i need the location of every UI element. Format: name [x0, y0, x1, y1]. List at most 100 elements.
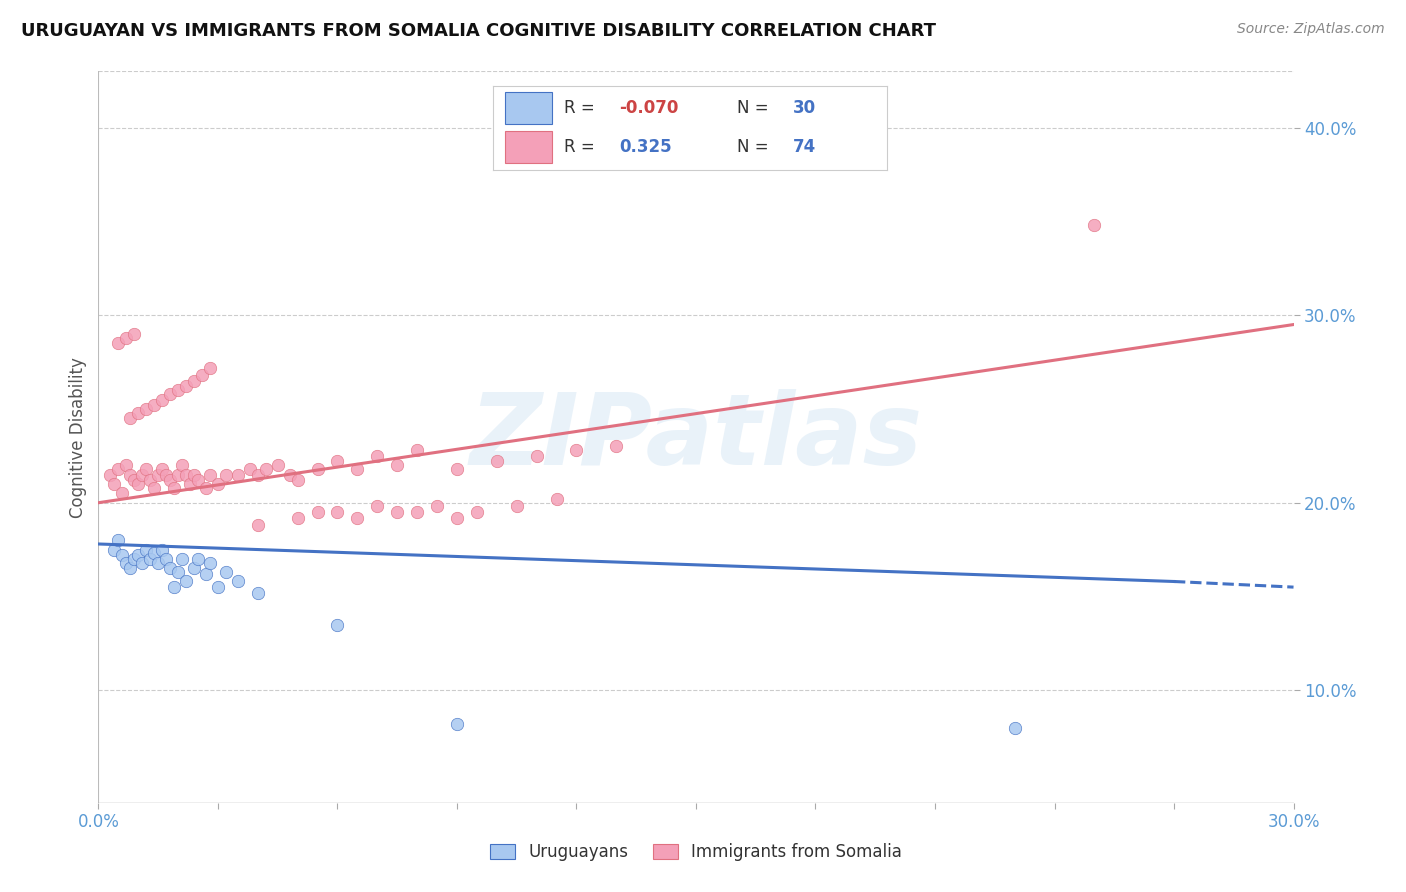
Point	[124, 326, 146, 341]
Point	[111, 486, 134, 500]
Point	[155, 552, 177, 566]
Point	[163, 481, 186, 495]
Point	[526, 449, 548, 463]
Point	[226, 574, 249, 589]
Point	[107, 336, 129, 351]
Point	[131, 556, 153, 570]
Point	[187, 473, 209, 487]
Point	[506, 500, 529, 514]
Point	[143, 546, 166, 560]
Point	[150, 542, 173, 557]
Point	[183, 467, 205, 482]
Point	[155, 467, 177, 482]
Point	[366, 500, 388, 514]
Point	[174, 467, 197, 482]
Point	[135, 401, 157, 416]
Point	[346, 510, 368, 524]
Text: ZIPatlas: ZIPatlas	[470, 389, 922, 485]
Point	[103, 477, 125, 491]
Point	[485, 454, 508, 468]
Point	[174, 379, 197, 393]
Point	[124, 473, 146, 487]
Point	[326, 617, 349, 632]
Point	[287, 510, 309, 524]
Point	[139, 552, 162, 566]
Point	[267, 458, 290, 473]
Point	[198, 360, 221, 375]
Point	[115, 556, 138, 570]
Point	[187, 552, 209, 566]
Point	[167, 467, 190, 482]
Point	[148, 467, 170, 482]
Point	[385, 458, 409, 473]
Point	[150, 462, 173, 476]
Point	[174, 574, 197, 589]
Point	[307, 505, 329, 519]
Point	[167, 383, 190, 397]
Point	[546, 491, 568, 506]
Point	[167, 565, 190, 579]
Point	[139, 473, 162, 487]
Point	[191, 368, 214, 383]
Point	[406, 443, 429, 458]
Text: Source: ZipAtlas.com: Source: ZipAtlas.com	[1237, 22, 1385, 37]
Point	[98, 467, 122, 482]
Point	[215, 467, 238, 482]
Point	[239, 462, 262, 476]
Point	[446, 510, 468, 524]
Point	[103, 542, 125, 557]
Point	[150, 392, 173, 407]
Point	[172, 552, 194, 566]
Point	[143, 398, 166, 412]
Point	[195, 566, 218, 581]
Point	[605, 440, 627, 454]
Point	[1004, 721, 1026, 735]
Text: URUGUAYAN VS IMMIGRANTS FROM SOMALIA COGNITIVE DISABILITY CORRELATION CHART: URUGUAYAN VS IMMIGRANTS FROM SOMALIA COG…	[21, 22, 936, 40]
Point	[135, 462, 157, 476]
Point	[366, 449, 388, 463]
Point	[215, 565, 238, 579]
Point	[120, 467, 142, 482]
Legend: Uruguayans, Immigrants from Somalia: Uruguayans, Immigrants from Somalia	[484, 837, 908, 868]
Point	[246, 467, 269, 482]
Y-axis label: Cognitive Disability: Cognitive Disability	[69, 357, 87, 517]
Point	[565, 443, 588, 458]
Point	[115, 331, 138, 345]
Point	[307, 462, 329, 476]
Point	[143, 481, 166, 495]
Point	[172, 458, 194, 473]
Point	[120, 561, 142, 575]
Point	[207, 477, 229, 491]
Point	[163, 580, 186, 594]
Point	[326, 505, 349, 519]
Point	[131, 467, 153, 482]
Point	[127, 406, 149, 420]
Point	[406, 505, 429, 519]
Point	[183, 374, 205, 388]
Point	[287, 473, 309, 487]
Point	[385, 505, 409, 519]
Point	[198, 556, 221, 570]
Point	[107, 462, 129, 476]
Point	[120, 411, 142, 425]
Point	[226, 467, 249, 482]
Point	[207, 580, 229, 594]
Point	[159, 473, 181, 487]
Point	[115, 458, 138, 473]
Point	[107, 533, 129, 548]
Point	[465, 505, 488, 519]
Point	[159, 387, 181, 401]
Point	[254, 462, 277, 476]
Point	[446, 462, 468, 476]
Point	[346, 462, 368, 476]
Point	[1083, 218, 1105, 232]
Point	[148, 556, 170, 570]
Point	[426, 500, 449, 514]
Point	[246, 518, 269, 533]
Point	[183, 561, 205, 575]
Point	[124, 552, 146, 566]
Point	[179, 477, 201, 491]
Point	[127, 477, 149, 491]
Point	[446, 717, 468, 731]
Point	[127, 548, 149, 562]
